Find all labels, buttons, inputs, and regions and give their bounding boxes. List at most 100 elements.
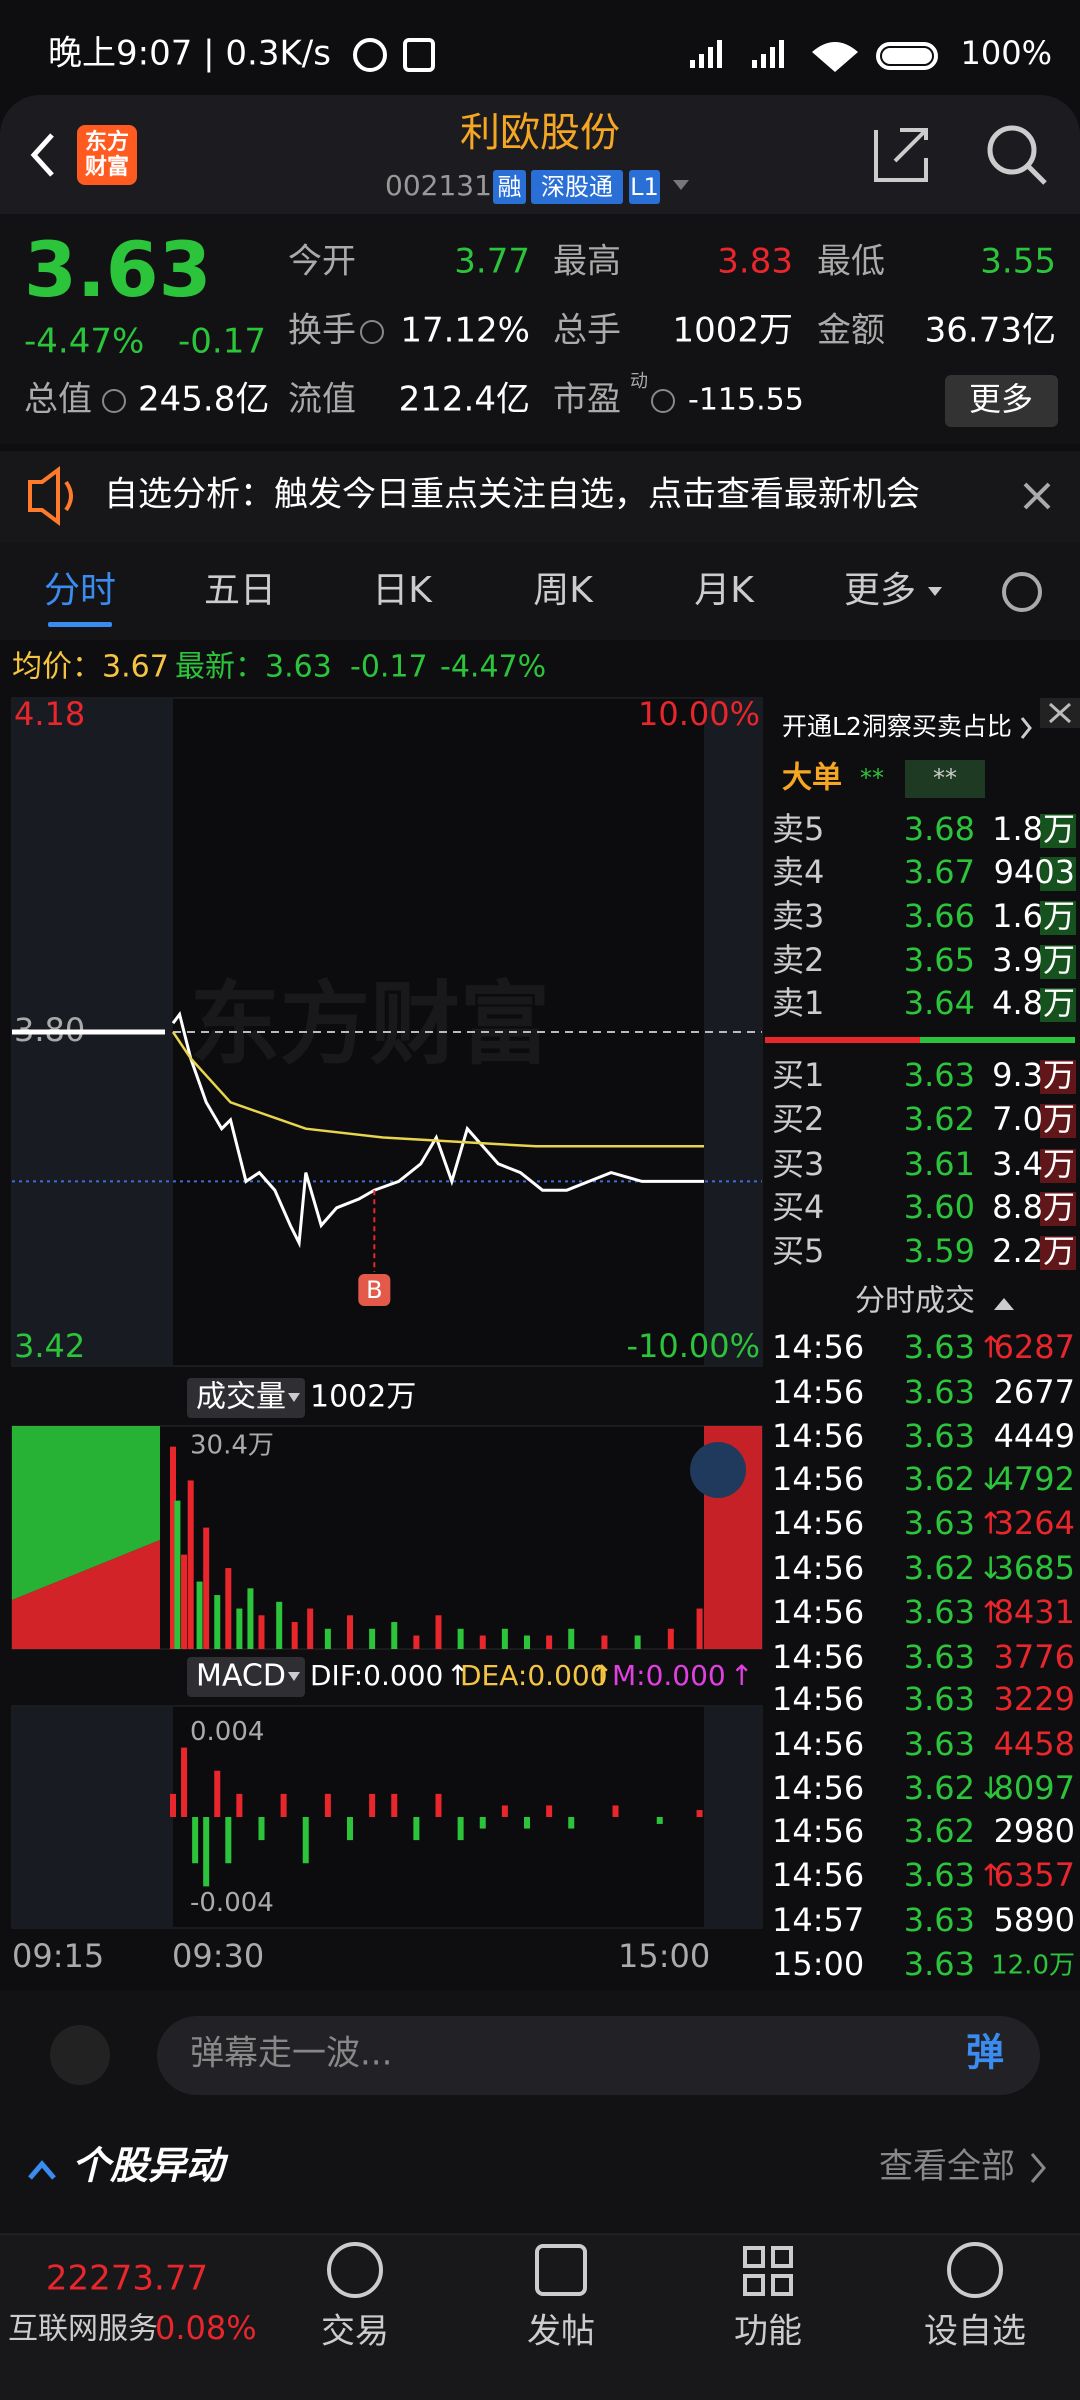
volume-bar bbox=[324, 1628, 331, 1649]
comment-input[interactable] bbox=[157, 2016, 1040, 2095]
dropdown bbox=[673, 180, 689, 190]
change-pct: -4.47% bbox=[24, 322, 144, 362]
indicator-arrow: ↑ bbox=[730, 1659, 753, 1692]
chart-title: 成交量 bbox=[196, 1380, 286, 1415]
tab[interactable]: 分时 bbox=[44, 570, 116, 611]
back-button[interactable] bbox=[30, 133, 54, 177]
volume-highlight bbox=[1040, 857, 1076, 891]
macd-bar bbox=[236, 1793, 243, 1817]
trade-time: 14:56 bbox=[772, 1812, 864, 1850]
book-price: 3.61 bbox=[904, 1145, 975, 1183]
macd-bar bbox=[302, 1817, 309, 1864]
badge-text: L1 bbox=[630, 173, 659, 201]
macd-bar bbox=[479, 1817, 486, 1829]
book-label: 卖4 bbox=[772, 853, 824, 891]
banner-text: 自选分析：触发今日重点关注自选，点击查看最新机会 bbox=[104, 475, 920, 515]
field-value: 3.83 bbox=[717, 242, 793, 282]
volume-highlight bbox=[1040, 814, 1076, 848]
nav-icons bbox=[327, 2242, 1003, 2298]
tab[interactable]: 五日 bbox=[204, 570, 276, 611]
expand-button[interactable] bbox=[690, 1442, 746, 1498]
volume-selector[interactable] bbox=[187, 1378, 305, 1418]
field-label: 换手 bbox=[288, 311, 356, 351]
macd-bar bbox=[435, 1793, 442, 1817]
trade-time: 14:56 bbox=[772, 1725, 864, 1763]
trade-price: 3.63 bbox=[904, 1417, 975, 1455]
volume-bar bbox=[225, 1568, 232, 1649]
trade-time: 14:56 bbox=[772, 1856, 864, 1894]
volume-bar bbox=[187, 1480, 194, 1649]
volume-bar bbox=[546, 1635, 553, 1649]
tab[interactable]: 更多 bbox=[844, 570, 916, 611]
status-icons bbox=[353, 38, 938, 72]
trade-time: 14:56 bbox=[772, 1504, 864, 1542]
field-value: 245.8亿 bbox=[138, 380, 269, 420]
info-item: -4.47% bbox=[440, 650, 546, 685]
trade-price: 3.63 bbox=[904, 1504, 975, 1542]
trade-volume: 4458 bbox=[994, 1725, 1075, 1763]
trade-volume: 3264 bbox=[994, 1504, 1075, 1542]
trade-price: 3.62 bbox=[904, 1812, 975, 1850]
nav-item[interactable]: 功能 bbox=[734, 2312, 802, 2352]
trade-time: 14:56 bbox=[772, 1638, 864, 1676]
trade-arrow: ↑ bbox=[978, 1331, 1003, 1366]
info-icon bbox=[102, 389, 126, 413]
volume-bar bbox=[435, 1615, 442, 1649]
tab-underline bbox=[48, 622, 112, 627]
nav-item[interactable]: 发帖 bbox=[527, 2312, 595, 2352]
stars: ** bbox=[933, 764, 957, 792]
volume-highlight bbox=[1040, 1104, 1076, 1138]
trade-price: 3.62 bbox=[904, 1769, 975, 1807]
collapse-icon[interactable] bbox=[28, 2160, 56, 2180]
trade-price: 3.63 bbox=[904, 1856, 975, 1894]
search-button[interactable] bbox=[987, 125, 1047, 185]
badge bbox=[531, 170, 623, 204]
book-price: 3.65 bbox=[904, 941, 975, 979]
macd-bar bbox=[457, 1817, 464, 1841]
share-button[interactable] bbox=[874, 128, 928, 182]
notice-arrow bbox=[1020, 717, 1032, 739]
trade-price: 3.63 bbox=[904, 1725, 975, 1763]
volume-highlight bbox=[1040, 945, 1076, 979]
macd-bar bbox=[225, 1817, 232, 1864]
trade-time: 14:56 bbox=[772, 1593, 864, 1631]
tab[interactable]: 周K bbox=[533, 570, 594, 611]
movers-link[interactable]: 查看全部 bbox=[879, 2147, 1015, 2187]
status-time: 晚上9:07 | 0.3K/s bbox=[48, 34, 331, 74]
watermark: 东方财富 bbox=[190, 972, 550, 1077]
tab[interactable]: 月K bbox=[694, 570, 755, 611]
trade-volume: 4792 bbox=[994, 1460, 1075, 1498]
signal-label: B bbox=[366, 1276, 382, 1304]
premarket-sell-area bbox=[12, 1540, 160, 1649]
trade-time: 14:56 bbox=[772, 1417, 864, 1455]
danmaku-button[interactable]: 弹 bbox=[966, 2031, 1004, 2075]
book-volume: 1.8万 bbox=[992, 810, 1075, 848]
settings-button[interactable] bbox=[1002, 572, 1042, 612]
volume-bar bbox=[524, 1635, 530, 1649]
tab[interactable]: 日K bbox=[372, 570, 433, 611]
macd-bar bbox=[501, 1805, 508, 1817]
dropdown bbox=[288, 1393, 300, 1402]
volume-highlight bbox=[1040, 901, 1076, 935]
order-panel bbox=[765, 698, 1080, 1990]
more-button[interactable] bbox=[945, 375, 1058, 427]
trade-price: 3.63 bbox=[904, 1680, 975, 1718]
speaker-icon bbox=[28, 466, 73, 526]
book-volume: 9403 bbox=[994, 853, 1075, 891]
close-banner[interactable] bbox=[1023, 482, 1051, 510]
volume-highlight bbox=[1040, 1060, 1076, 1094]
macd-bar bbox=[369, 1793, 376, 1817]
volume-bar bbox=[347, 1615, 353, 1649]
nav-item[interactable]: 交易 bbox=[321, 2312, 389, 2352]
list-icon[interactable] bbox=[50, 2025, 110, 2085]
macd-selector[interactable] bbox=[187, 1657, 305, 1697]
macd-bar bbox=[656, 1817, 663, 1824]
trade-price: 3.62 bbox=[904, 1460, 975, 1498]
nav-item[interactable]: 设自选 bbox=[924, 2312, 1026, 2352]
chart-total: 1002万 bbox=[310, 1380, 416, 1415]
book-price: 3.67 bbox=[904, 853, 975, 891]
trade-arrow: ↓ bbox=[978, 1463, 1003, 1498]
stars-box bbox=[905, 760, 985, 798]
info-item: -0.17 bbox=[350, 650, 428, 685]
